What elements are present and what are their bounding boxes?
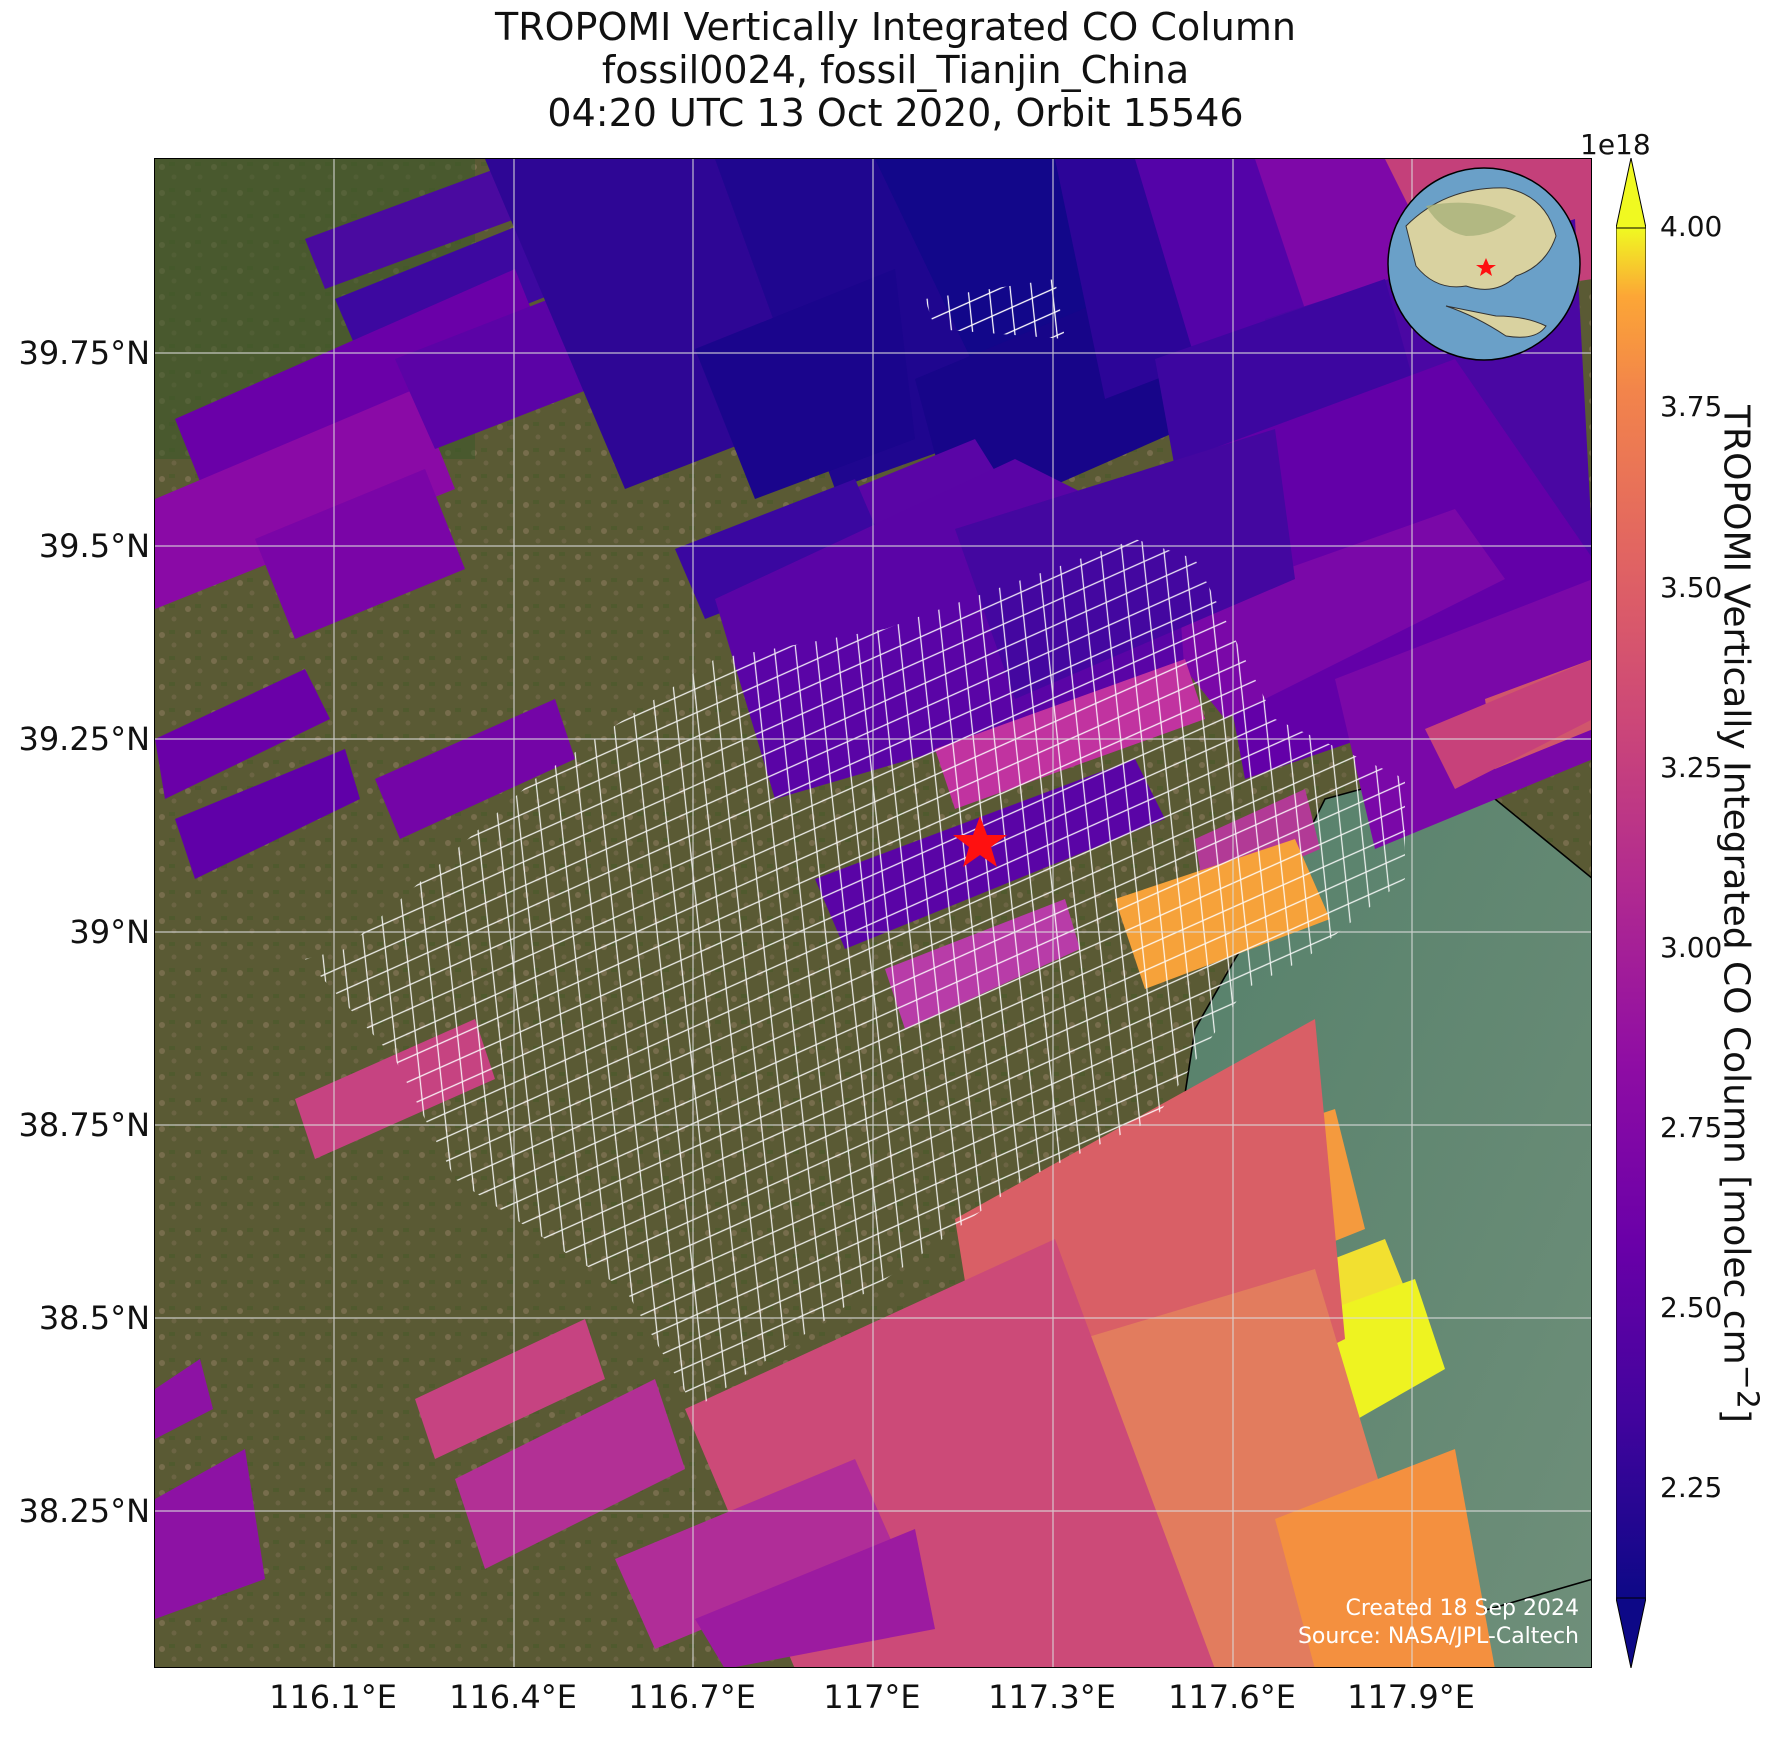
graticule: [155, 159, 1591, 1667]
inventory-grid-small: [925, 279, 1065, 339]
lat-tick-label: 39.25°N: [18, 720, 150, 758]
lon-tick-label: 116.7°E: [628, 1678, 756, 1716]
colorbar-tick: 3.25: [1660, 751, 1723, 784]
inset-globe: [1387, 167, 1581, 361]
title-line-1: TROPOMI Vertically Integrated CO Column: [495, 5, 1296, 49]
colorbar-tick: 3.50: [1660, 571, 1723, 604]
colorbar-tick: 2.50: [1660, 1291, 1723, 1324]
lat-tick-label: 39.5°N: [38, 527, 150, 565]
lon-tick-label: 117.3°E: [988, 1678, 1116, 1716]
colorbar-tick: 3.75: [1660, 390, 1723, 423]
credit-source: Source: NASA/JPL-Caltech: [1297, 1624, 1579, 1649]
chart-title: TROPOMI Vertically Integrated CO Column …: [0, 6, 1791, 135]
inventory-grid: [305, 539, 1405, 1409]
globe-star-icon: [1476, 258, 1496, 276]
lat-tick-label: 38.75°N: [18, 1106, 150, 1144]
lat-tick-label: 38.5°N: [38, 1299, 150, 1337]
colorbar-tick: 2.25: [1660, 1471, 1723, 1504]
colorbar: [1616, 158, 1646, 1668]
colorbar-tick: 4.00: [1660, 210, 1723, 243]
lat-tick-label: 39.75°N: [18, 334, 150, 372]
colorbar-exponent: 1e18: [1580, 128, 1651, 161]
lon-tick-label: 117°E: [823, 1678, 921, 1716]
lon-tick-label: 116.1°E: [269, 1678, 397, 1716]
lon-tick-label: 117.6°E: [1168, 1678, 1296, 1716]
colorbar-tick: 3.00: [1660, 931, 1723, 964]
title-line-3: 04:20 UTC 13 Oct 2020, Orbit 15546: [547, 91, 1244, 135]
site-star-marker[interactable]: [953, 816, 1007, 867]
colorbar-tick: 2.75: [1660, 1111, 1723, 1144]
lat-tick-label: 39°N: [69, 913, 150, 951]
lon-tick-label: 116.4°E: [449, 1678, 577, 1716]
map-svg: [155, 159, 1591, 1667]
lat-tick-label: 38.25°N: [18, 1492, 150, 1530]
lon-tick-label: 117.9°E: [1347, 1678, 1475, 1716]
map-panel[interactable]: [154, 158, 1592, 1668]
colorbar-label: TROPOMI Vertically Integrated CO Column …: [1715, 405, 1765, 1423]
credit-created: Created 18 Sep 2024: [1345, 1596, 1580, 1621]
title-line-2: fossil0024, fossil_Tianjin_China: [601, 48, 1190, 92]
